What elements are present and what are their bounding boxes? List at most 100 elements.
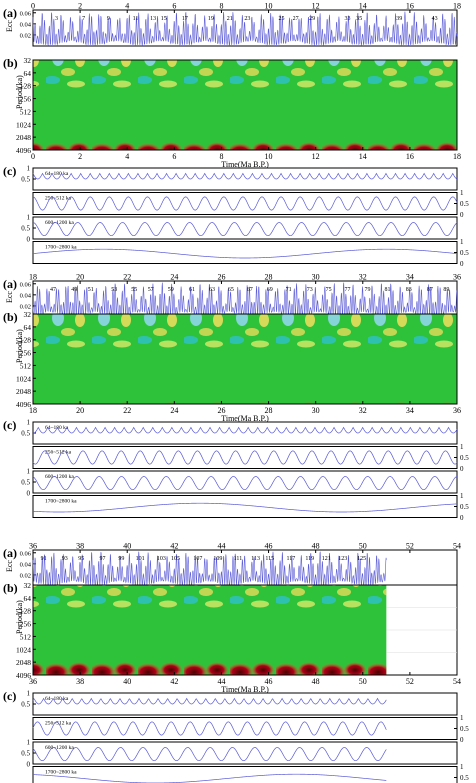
spectrum-x-tick-label: 18	[453, 152, 461, 161]
ecc-y-label: Ecc	[5, 560, 14, 572]
filter-series-line	[32, 697, 387, 705]
ecc-x-tick-label: 20	[76, 273, 84, 282]
filter-series-name: 600~1200 ka	[45, 474, 74, 480]
spectrum-x-tick-label: 0	[31, 152, 35, 161]
spectrum-axes-frame	[32, 59, 458, 151]
spectrum-x-label: Time(Ma B.P.)	[221, 685, 269, 694]
ecc-cycle-label: 29	[309, 16, 315, 22]
ecc-cycle-label: 93	[62, 556, 68, 562]
ecc-x-tick-label: 34	[406, 273, 414, 282]
spectrum-x-tick-label: 42	[170, 677, 178, 686]
filter-series-name: 256~512 ka	[45, 196, 72, 202]
spectrum-x-tick-label: 52	[406, 677, 414, 686]
ecc-cycle-label: 111	[234, 556, 243, 562]
spectrum-x-tick-label: 20	[76, 406, 84, 415]
spectrum-x-tick-label: 44	[217, 677, 225, 686]
filter-series-line	[32, 450, 458, 465]
ecc-x-tick-label: 44	[217, 542, 225, 551]
spectrum-y-tick-label: 32	[24, 310, 32, 319]
spectrum-y-label: Period(ka)	[15, 600, 24, 634]
filter-series-line	[32, 476, 458, 491]
spectrum-y-tick-label: 256	[20, 349, 32, 358]
spectrum-y-tick-label: 32	[24, 56, 32, 65]
ecc-cycle-label: 35	[356, 16, 362, 22]
filter-y-tick-label: 0.5	[460, 503, 469, 511]
ecc-cycle-label: 15	[161, 16, 167, 22]
filter-y-tick-label: 1	[27, 165, 31, 173]
spectrum-x-tick-label: 32	[359, 406, 367, 415]
spectrum-x-tick-label: 24	[170, 406, 178, 415]
ecc-x-tick-label: 6	[172, 2, 176, 11]
ecc-cycle-label: 115	[265, 556, 274, 562]
filter-series-name: 1700~2800 ka	[45, 770, 77, 776]
ecc-cycle-label: 113	[251, 556, 260, 562]
spectrum-x-tick-label: 34	[406, 406, 414, 415]
filter-y-tick-label: 0.5	[460, 200, 469, 208]
spectrum-x-tick-label: 54	[453, 677, 461, 686]
ecc-cycle-label: 97	[99, 556, 105, 562]
spectrum-x-tick-label: 28	[265, 406, 273, 415]
filter-y-tick-label: 0.5	[21, 225, 30, 233]
filter-y-tick-label: 0.5	[460, 249, 469, 257]
ecc-cycle-label: 25	[279, 16, 285, 22]
filter-y-tick-label: 1	[27, 739, 31, 747]
filter-y-tick-label: 0	[27, 761, 31, 769]
ecc-panel: (a)Ecc 0.06 0.04 0.02 36 38 40 42 44 46 48 50 52 54 91…	[3, 542, 461, 587]
filter-y-tick-label: 1	[460, 238, 464, 246]
spectrum-y-tick-label: 64	[24, 323, 32, 332]
spectrum-y-tick-label: 2048	[16, 387, 31, 396]
ecc-y-tick-label: 0.06	[20, 550, 32, 557]
spectrum-y-tick-label: 256	[20, 620, 32, 629]
filter-y-tick-label: 0	[460, 465, 464, 473]
filter-y-tick-label: 0	[460, 260, 464, 268]
spectrum-x-tick-label: 30	[312, 406, 320, 415]
ecc-cycle-label: 53	[111, 287, 117, 293]
ecc-cycle-label: 87	[427, 287, 433, 293]
spectrum-x-tick-label: 26	[217, 406, 225, 415]
spectrum-y-tick-label: 64	[24, 594, 32, 603]
spectrum-x-tick-label: 50	[359, 677, 367, 686]
spectrum-x-tick-label: 14	[359, 152, 367, 161]
ecc-x-tick-label: 32	[359, 273, 367, 282]
ecc-cycle-label: 81	[385, 287, 391, 293]
ecc-x-tick-label: 16	[406, 2, 414, 11]
filter-panel-label: (c)	[3, 689, 16, 703]
spectrum-x-tick-label: 12	[312, 152, 320, 161]
spectrum-x-tick-label: 4	[125, 152, 129, 161]
spectrum-x-tick-label: 2	[78, 152, 82, 161]
ecc-panel-label: (a)	[3, 277, 17, 291]
ecc-x-tick-label: 50	[359, 542, 367, 551]
ecc-cycle-label: 19	[208, 16, 214, 22]
filter-y-tick-label: 0.5	[21, 479, 30, 487]
ecc-cycle-label: 61	[189, 287, 195, 293]
ecc-cycle-label: 119	[305, 556, 314, 562]
ecc-cycle-label: 67	[247, 287, 253, 293]
spectrum-x-tick-label: 18	[29, 406, 37, 415]
spectrum-y-tick-label: 512	[20, 632, 32, 641]
ecc-cycle-label: 79	[364, 287, 370, 293]
ecc-cycle-label: 83	[406, 287, 412, 293]
ecc-cycle-label: 23	[244, 16, 250, 22]
ecc-panel-label: (a)	[3, 6, 17, 20]
ecc-cycle-label: 3	[55, 16, 58, 22]
filter-y-tick-label: 1	[460, 763, 464, 771]
ecc-cycle-label: 7	[82, 16, 85, 22]
spectrum-y-tick-label: 1024	[16, 645, 31, 654]
spectrum-heatmap	[33, 60, 457, 150]
ecc-y-tick-label: 0.04	[20, 292, 32, 299]
ecc-y-tick-label: 0.02	[20, 303, 31, 310]
ecc-cycle-label: 57	[148, 287, 154, 293]
ecc-x-tick-label: 10	[265, 2, 273, 11]
ecc-cycle-label: 99	[118, 556, 124, 562]
filter-y-tick-label: 0	[27, 490, 31, 498]
filter-series-line	[32, 721, 387, 736]
filter-y-tick-label: 1	[27, 468, 31, 476]
ecc-cycle-label: 47	[50, 287, 56, 293]
filter-y-tick-label: 0	[27, 236, 31, 244]
ecc-cycle-label: 13	[150, 16, 156, 22]
filter-series-name: 64~180 ka	[45, 171, 69, 177]
